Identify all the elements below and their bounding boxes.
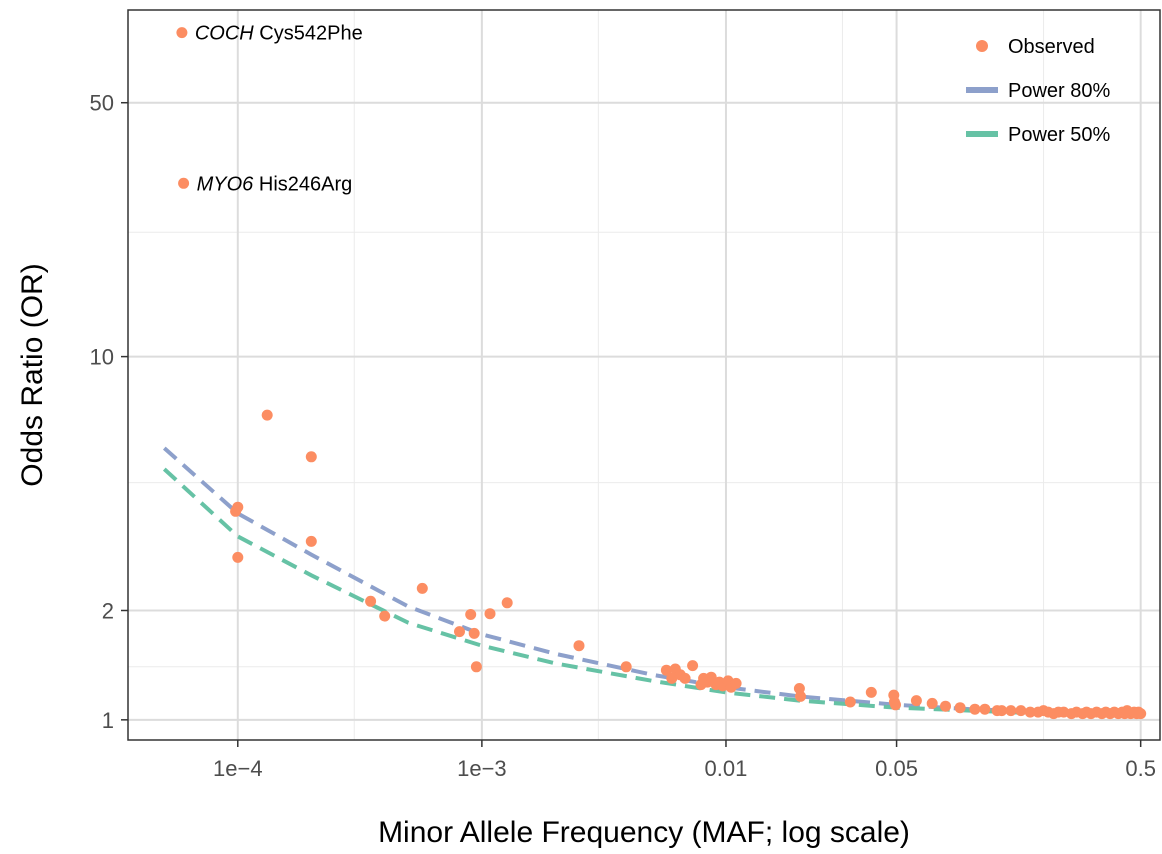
observed-point [365, 595, 377, 607]
annotation-gene: MYO6 [197, 173, 255, 195]
observed-point [890, 699, 901, 711]
observed-point [454, 626, 465, 638]
observed-point [865, 686, 877, 698]
observed-point [261, 409, 273, 421]
power-80-curve [162, 446, 1141, 717]
observed-point [305, 451, 317, 463]
plot-panel-border [127, 9, 1161, 741]
observed-point [484, 608, 496, 620]
observed-point [470, 661, 482, 673]
grid-lines [128, 10, 1160, 740]
point-annotation: MYO6 His246Arg [197, 173, 353, 195]
x-tick-label: 1e−4 [213, 756, 263, 781]
observed-point [979, 703, 991, 715]
x-tick-label: 1e−3 [457, 756, 507, 781]
axis-ticks: 1e−4 1e−3 0.01 0.05 0.5 1 2 10 50 [90, 91, 1156, 781]
observed-point [969, 703, 981, 715]
legend-label: Observed [1008, 36, 1095, 58]
observed-point [926, 697, 938, 709]
observed-point [954, 702, 966, 714]
observed-point [501, 597, 513, 609]
legend: Observed Power 80% Power 50% [966, 36, 1110, 146]
observed-point [468, 627, 480, 639]
observed-point [687, 660, 699, 672]
observed-point [416, 582, 428, 594]
observed-point [940, 700, 951, 712]
y-tick-label: 1 [102, 708, 114, 733]
legend-label: Power 80% [1008, 80, 1110, 102]
observed-point [305, 535, 317, 547]
observed-point [1015, 705, 1027, 717]
observed-point [232, 551, 244, 563]
annotation-variant: His246Arg [253, 173, 352, 195]
y-axis-title: Odds Ratio (OR) [16, 263, 49, 486]
observed-point [1024, 706, 1036, 718]
observed-point [176, 27, 188, 39]
observed-point [666, 672, 678, 684]
observed-point [178, 177, 190, 189]
x-axis-title: Minor Allele Frequency (MAF; log scale) [378, 816, 910, 849]
observed-point [232, 501, 244, 513]
observed-point [996, 705, 1008, 717]
observed-point [660, 664, 672, 676]
x-tick-label: 0.01 [705, 756, 748, 781]
observed-point [795, 690, 806, 702]
observed-point [465, 609, 477, 620]
observed-points [176, 27, 1147, 720]
observed-point [379, 610, 391, 622]
x-tick-label: 0.05 [875, 756, 918, 781]
observed-point [1135, 708, 1147, 720]
x-tick-label: 0.5 [1125, 756, 1156, 781]
observed-point [573, 640, 585, 652]
observed-point [620, 661, 632, 673]
point-annotations: COCH Cys542Phe MYO6 His246Arg [195, 23, 363, 196]
y-tick-label: 10 [90, 345, 114, 370]
y-tick-label: 50 [90, 91, 114, 116]
annotation-gene: COCH [195, 23, 254, 45]
observed-point [679, 672, 691, 684]
observed-point [910, 695, 922, 707]
annotation-variant: Cys542Phe [254, 23, 363, 45]
y-tick-label: 2 [102, 598, 114, 623]
observed-point [730, 677, 742, 689]
legend-key-observed [976, 40, 988, 52]
legend-label: Power 50% [1008, 124, 1110, 146]
observed-point [844, 696, 856, 708]
point-annotation: COCH Cys542Phe [195, 23, 363, 45]
observed-point [1005, 705, 1017, 717]
